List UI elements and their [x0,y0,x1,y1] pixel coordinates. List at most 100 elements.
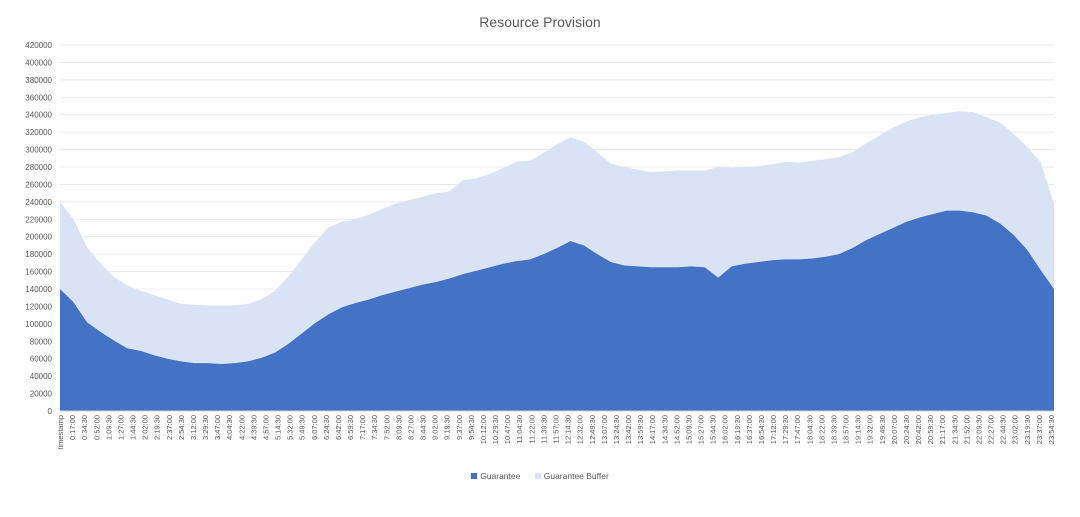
x-tick-label: 3:47:00 [213,415,222,440]
legend-swatch-guarantee [471,473,478,479]
x-tick-label: 8:44:30 [419,415,428,440]
legend-label-guarantee: Guarantee [480,471,521,481]
x-tick-label: 10:12:00 [479,415,488,444]
x-tick-label: 16:19:30 [733,415,742,444]
x-tick-label: 18:22:00 [817,415,826,444]
x-tick-label: 20:42:00 [914,415,923,444]
x-tick-label: 19:49:30 [878,415,887,444]
x-tick-label: 9:37:00 [455,415,464,440]
y-tick-label: 40000 [30,372,53,381]
y-tick-label: 360000 [25,93,52,102]
legend-swatch-guarantee-buffer [534,473,541,479]
y-tick-label: 140000 [25,285,52,294]
y-tick-label: 220000 [25,215,52,224]
x-tick-label: 20:59:30 [926,415,935,444]
x-tick-label: 4:04:30 [225,415,234,440]
x-tick-label: 12:32:00 [576,415,585,444]
chart-plot: 0 20000 40000 60000 80000 100000 120000 140000 1… [25,41,1056,450]
y-tick-labels: 0 20000 40000 60000 80000 100000 120000 140000 1… [25,41,52,416]
x-tick-label: 2:37:00 [165,415,174,440]
y-tick-label: 200000 [25,233,52,242]
x-tick-label: 13:24:30 [612,415,621,444]
y-tick-label: 100000 [25,320,52,329]
y-tick-label: 380000 [25,76,52,85]
x-tick-label: 7:34:30 [370,415,379,440]
x-tick-label: 11:39:30 [539,415,548,444]
x-tick-label: 17:12:00 [769,415,778,444]
y-tick-label: 340000 [25,111,52,120]
x-tick-label: 14:52:00 [672,415,681,444]
x-tick-label: 0:17:00 [68,415,77,440]
x-tick-label: 6:07:00 [310,415,319,440]
x-tick-label: 12:14:30 [564,415,573,444]
x-tick-label: 15:44:30 [709,415,718,444]
x-tick-label: 7:17:00 [358,415,367,440]
x-tick-label: 6:24:30 [322,415,331,440]
x-tick-label: 4:39:30 [249,415,258,440]
x-tick-label: 9:02:00 [431,415,440,440]
x-tick-label: 20:24:30 [902,415,911,444]
x-tick-label: 17:47:00 [793,415,802,444]
x-tick-label: 23:37:00 [1035,415,1044,444]
x-tick-label: 22:27:00 [987,415,996,444]
x-tick-label: 23:54:30 [1047,415,1056,444]
chart-title: Resource Provision [479,14,601,30]
x-tick-label: 2:02:00 [141,415,150,440]
x-tick-label: 1:09:30 [104,415,113,440]
x-tick-label: 21:52:00 [962,415,971,444]
x-tick-label: 3:29:30 [201,415,210,440]
x-tick-label: timestamp [56,415,65,450]
x-tick-label: 10:29:30 [491,415,500,444]
y-tick-label: 160000 [25,268,52,277]
x-tick-label: 2:54:30 [177,415,186,440]
area-guarantee-buffer [60,111,1054,364]
legend: Guarantee Guarantee Buffer [0,471,1080,481]
x-tick-label: 8:27:00 [406,415,415,440]
x-tick-label: 6:59:30 [346,415,355,440]
x-tick-label: 21:17:00 [938,415,947,444]
x-tick-label: 13:42:00 [624,415,633,444]
x-tick-label: 23:02:00 [1011,415,1020,444]
legend-label-guarantee-buffer: Guarantee Buffer [543,471,609,481]
x-tick-label: 5:14:30 [274,415,283,440]
y-tick-label: 80000 [30,337,53,346]
x-tick-label: 1:44:30 [129,415,138,440]
x-tick-label: 11:04:30 [515,415,524,444]
x-tick-label: 13:07:00 [600,415,609,444]
x-tick-label: 3:12:00 [189,415,198,440]
y-tick-label: 0 [48,407,53,416]
x-tick-label: 8:09:30 [394,415,403,440]
y-tick-label: 240000 [25,198,52,207]
x-tick-label: 17:29:30 [781,415,790,444]
x-tick-label: 7:52:00 [382,415,391,440]
x-tick-label: 12:49:30 [588,415,597,444]
x-tick-label: 15:09:30 [684,415,693,444]
y-tick-label: 400000 [25,58,52,67]
x-tick-label: 16:02:00 [721,415,730,444]
x-tick-label: 22:09:30 [974,415,983,444]
y-tick-label: 320000 [25,128,52,137]
y-tick-label: 280000 [25,163,52,172]
x-tick-label: 5:49:30 [298,415,307,440]
x-tick-label: 6:42:00 [334,415,343,440]
x-tick-label: 0:52:00 [92,415,101,440]
x-tick-label: 19:32:00 [866,415,875,444]
y-tick-label: 260000 [25,180,52,189]
x-tick-label: 16:37:00 [745,415,754,444]
area-layer [60,111,1054,411]
y-tick-label: 120000 [25,302,52,311]
x-tick-label: 4:57:00 [261,415,270,440]
x-tick-label: 14:17:00 [648,415,657,444]
y-tick-label: 300000 [25,146,52,155]
x-tick-label: 9:19:30 [443,415,452,440]
x-tick-label: 4:22:00 [237,415,246,440]
x-tick-label: 11:57:00 [552,415,561,444]
x-tick-labels: timestamp 0:17:00 0:34:30 0:52:00 1:09:30 1:2… [56,415,1056,450]
x-tick-label: 18:04:30 [805,415,814,444]
y-tick-label: 420000 [25,41,52,50]
x-tick-label: 16:54:30 [757,415,766,444]
x-tick-label: 18:57:00 [842,415,851,444]
x-tick-label: 20:07:00 [890,415,899,444]
y-tick-label: 60000 [30,355,53,364]
x-tick-label: 0:34:30 [80,415,89,440]
